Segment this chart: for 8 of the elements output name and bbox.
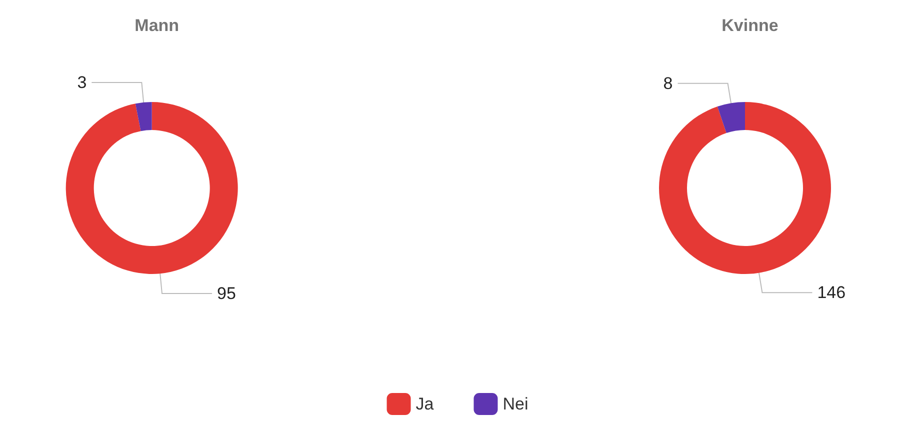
data-label: 3: [77, 72, 87, 92]
chart-title: Mann: [134, 16, 180, 35]
data-label: 8: [663, 74, 673, 93]
legend-label: Nei: [502, 394, 528, 414]
data-label: 146: [817, 283, 846, 302]
chart-title: Kvinne: [722, 16, 779, 35]
legend-label: Ja: [416, 394, 434, 414]
data-label: 95: [217, 284, 236, 304]
